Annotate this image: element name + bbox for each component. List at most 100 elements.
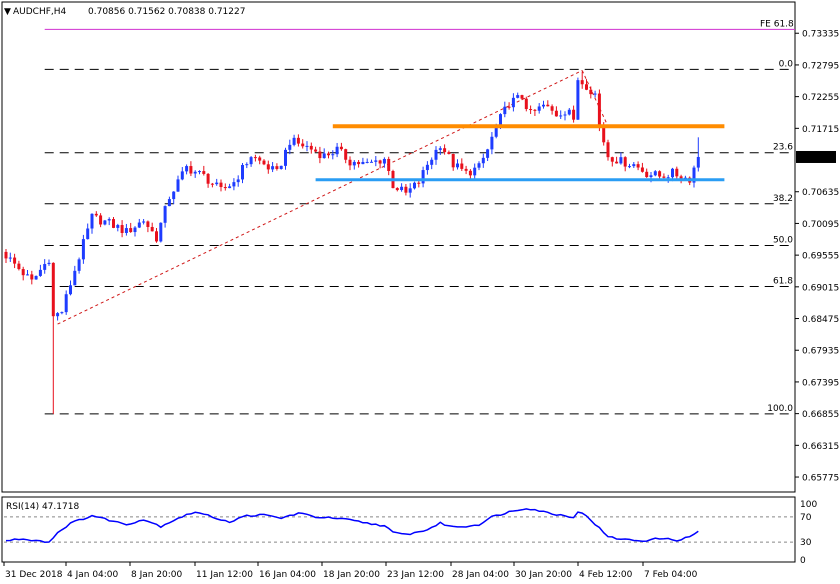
candle-body: [477, 163, 481, 168]
rsi-label: RSI(14) 47.1718: [6, 502, 79, 512]
candle-body: [593, 93, 597, 95]
candle-body: [537, 106, 541, 111]
candle-body: [645, 171, 649, 178]
candle-body: [400, 186, 404, 191]
candle-body: [17, 263, 21, 270]
candle-body: [503, 106, 507, 115]
trendlines: [57, 70, 609, 325]
candle-body: [615, 161, 619, 164]
candle-body: [335, 146, 339, 155]
candle-body: [408, 188, 412, 193]
candle-body: [481, 157, 485, 164]
candle-body: [447, 152, 451, 155]
support-resistance-lines: [315, 124, 725, 182]
candle-body: [4, 251, 8, 259]
price-tick-label: 0.67935: [802, 347, 839, 357]
candle-body: [116, 225, 120, 228]
fe-level-label: FE 61.8: [760, 19, 794, 29]
candle-body: [658, 171, 662, 177]
candle-body: [490, 136, 494, 150]
candle-body: [430, 159, 434, 165]
candle-body: [159, 222, 163, 242]
candle-body: [443, 148, 447, 153]
price-tick-label: 0.70095: [802, 220, 839, 230]
time-tick-label: 28 Jan 04:00: [452, 570, 509, 580]
time-tick-label: 4 Feb 12:00: [579, 570, 633, 580]
candle-body: [567, 109, 571, 115]
candle-body: [223, 187, 227, 189]
candle-body: [460, 163, 464, 169]
candle-body: [606, 142, 610, 158]
header-expand-icon[interactable]: ▼: [4, 7, 11, 17]
candle-body: [193, 171, 197, 174]
candle-body: [576, 80, 580, 120]
candle-body: [284, 149, 287, 166]
time-tick-label: 16 Jan 04:00: [259, 570, 316, 580]
candle-body: [77, 259, 81, 271]
candle-body: [142, 221, 146, 223]
time-tick-label: 7 Feb 04:00: [644, 570, 698, 580]
candle-body: [124, 228, 128, 233]
candle-body: [219, 182, 223, 188]
candle-body: [352, 161, 356, 166]
candle-body: [357, 161, 361, 165]
candle-body: [107, 219, 111, 221]
candle-body: [94, 213, 98, 216]
fib-level-label: 50.0: [773, 235, 793, 245]
candle-body: [348, 159, 352, 166]
rsi-tick-label: 0: [800, 556, 806, 566]
candle-body: [292, 137, 296, 145]
candle-body: [597, 93, 601, 127]
candle-body: [43, 264, 47, 270]
candle-body: [172, 191, 176, 200]
time-tick-label: 31 Dec 2018: [5, 570, 63, 580]
fib-level-label: 100.0: [767, 404, 793, 414]
price-tick-label: 0.67395: [802, 378, 839, 388]
candle-body: [279, 165, 283, 169]
symbol-label: AUDCHF,H4: [13, 7, 67, 17]
candle-body: [696, 156, 700, 168]
candle-body: [296, 137, 300, 144]
candle-body: [494, 125, 498, 137]
candle-body: [176, 179, 180, 192]
price-axis: 0.73335 0.72795 0.72255 0.71715 0.71227 0.706…: [795, 30, 839, 484]
candle-body: [374, 160, 378, 162]
candle-body: [507, 106, 511, 108]
rsi-line: [5, 508, 699, 543]
candle-body: [202, 171, 206, 174]
candle-body: [258, 157, 262, 161]
time-tick-label: 23 Jan 12:00: [387, 570, 444, 580]
candle-body: [275, 166, 279, 169]
candle-body: [73, 270, 77, 286]
candle-body: [331, 154, 335, 156]
candle-body: [619, 157, 623, 164]
candle-body: [120, 225, 124, 233]
rsi-indicator: 100 70 30 0: [4, 500, 817, 566]
candle-body: [56, 313, 60, 317]
candle-body: [671, 168, 674, 178]
trendline: [581, 70, 609, 127]
candle-body: [99, 215, 103, 225]
candle-body: [301, 143, 305, 147]
candle-body: [309, 145, 313, 150]
fib-level-label: 23.6: [773, 143, 793, 153]
candle-body: [38, 269, 42, 276]
candle-body: [64, 294, 68, 313]
candle-body: [610, 157, 614, 162]
candle-body: [692, 167, 696, 183]
candle-body: [103, 220, 107, 225]
time-tick-label: 11 Jan 12:00: [196, 570, 253, 580]
candle-body: [51, 262, 55, 317]
rsi-tick-label: 100: [800, 500, 817, 510]
candle-body: [150, 226, 154, 232]
candle-body: [133, 227, 137, 233]
candle-body: [425, 164, 429, 171]
candle-body: [146, 221, 150, 227]
last-price-label: 0.71227: [799, 153, 836, 163]
candle-body: [546, 104, 550, 107]
candle-body: [189, 166, 193, 174]
time-tick-label: 18 Jan 20:00: [323, 570, 380, 580]
candle-body: [8, 257, 12, 259]
price-tick-label: 0.69015: [802, 283, 839, 293]
candle-body: [554, 110, 558, 117]
